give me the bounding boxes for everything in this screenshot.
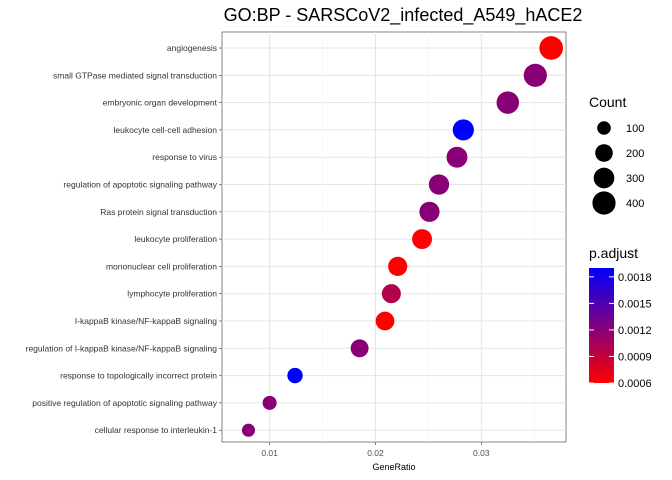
size-legend-title: Count [589, 94, 626, 110]
color-legend-title: p.adjust [589, 245, 638, 261]
data-point [446, 146, 468, 168]
color-legend-ticks: 0.0006 0.0009 0.0012 0.0015 0.0018 [589, 272, 652, 390]
color-tick-label: 0.0018 [618, 272, 652, 284]
x-axis-title: GeneRatio [372, 462, 415, 472]
color-tick-label: 0.0015 [618, 298, 652, 310]
data-point [523, 63, 547, 87]
data-point [452, 119, 474, 141]
data-point [412, 229, 433, 250]
chart-title: GO:BP - SARSCoV2_infected_A549_hACE2 [224, 5, 583, 26]
x-tick-label: 0.01 [261, 448, 278, 458]
y-tick-label: angiogenesis [167, 43, 217, 53]
data-point [375, 311, 395, 331]
data-point [419, 201, 440, 222]
y-tick-label: regulation of I-kappaB kinase/NF-kappaB … [26, 343, 218, 353]
y-tick-label: embryonic organ development [103, 98, 218, 108]
data-points [241, 36, 564, 437]
y-tick-label: Ras protein signal transduction [100, 207, 217, 217]
data-point [350, 339, 369, 358]
y-tick-label: lymphocyte proliferation [127, 289, 217, 299]
size-legend-dot [597, 121, 611, 135]
data-point [287, 367, 303, 384]
plot-panel [221, 31, 567, 443]
y-tick-label: leukocyte cell-cell adhesion [114, 125, 218, 135]
data-point [381, 284, 401, 304]
data-point [539, 36, 564, 60]
grid-lines [222, 32, 566, 442]
size-legend-label: 100 [626, 123, 644, 135]
y-tick-label: response to virus [152, 152, 217, 162]
y-tick-label: cellular response to interleukin-1 [95, 425, 218, 435]
color-legend: p.adjust 0.0006 0.0009 0.0012 0.0015 0.0018 [589, 245, 652, 390]
size-legend-items: 100 200 300 400 [592, 121, 644, 215]
size-legend-dot [593, 167, 615, 189]
size-legend-label: 400 [626, 198, 644, 210]
y-tick-label: mononuclear cell proliferation [106, 261, 217, 271]
size-legend: Count 100 200 300 400 [589, 94, 644, 215]
y-tick-label: response to topologically incorrect prot… [60, 371, 217, 381]
data-point [428, 174, 450, 195]
y-tick-label: positive regulation of apoptotic signali… [32, 398, 218, 408]
x-axis-ticks: 0.01 0.02 0.03 [261, 442, 490, 458]
y-tick-label: I-kappaB kinase/NF-kappaB signaling [75, 316, 217, 326]
data-point [241, 423, 256, 437]
data-point [496, 91, 520, 114]
color-tick-label: 0.0009 [618, 351, 652, 363]
size-legend-dot [592, 191, 616, 215]
color-tick-label: 0.0006 [618, 378, 652, 390]
color-tick-label: 0.0012 [618, 325, 652, 337]
data-point [262, 395, 277, 410]
color-bar [589, 268, 614, 383]
size-legend-label: 300 [626, 173, 644, 185]
y-tick-label: leukocyte proliferation [134, 234, 217, 244]
size-legend-dot [595, 144, 613, 162]
y-tick-label: small GTPase mediated signal transductio… [53, 70, 217, 80]
size-legend-label: 200 [626, 148, 644, 160]
y-axis-labels: angiogenesis small GTPase mediated signal… [26, 43, 222, 435]
x-tick-label: 0.03 [473, 448, 490, 458]
y-tick-label: regulation of apoptotic signaling pathwa… [63, 180, 217, 190]
x-tick-label: 0.02 [367, 448, 384, 458]
data-point [388, 256, 408, 276]
